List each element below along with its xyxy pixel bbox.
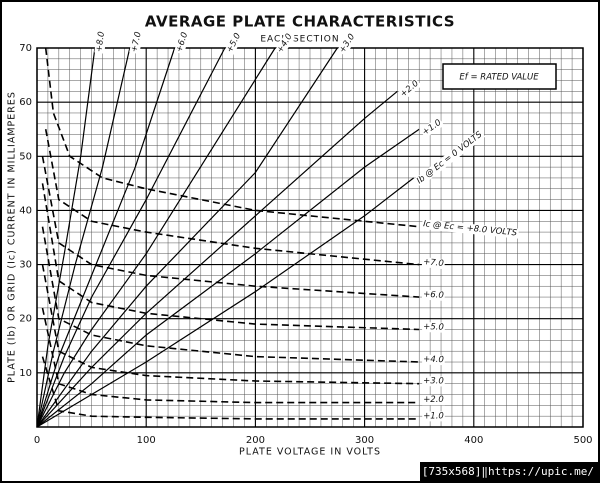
x-tick-label: 400 <box>464 435 483 446</box>
curve-label: +5.0 <box>423 322 444 333</box>
curve-label-bg <box>422 322 445 333</box>
y-tick-label: 20 <box>19 314 32 325</box>
x-tick-label: 0 <box>34 435 40 446</box>
grid-current-curve <box>44 47 420 228</box>
chart-title: AVERAGE PLATE CHARACTERISTICS <box>145 13 455 31</box>
plate-current-curve <box>36 47 176 428</box>
curve-label: +8.0 <box>94 31 107 53</box>
curve-label-bg <box>422 376 445 387</box>
watermark: [735x568]‖https://upic.me/ <box>422 465 594 478</box>
y-tick-label: 50 <box>19 151 32 162</box>
curve-label: +4.0 <box>423 355 444 366</box>
grid-current-curve <box>44 129 420 266</box>
plate-current-curve <box>36 177 415 428</box>
curves <box>36 47 420 428</box>
grid-current-curve <box>41 307 420 404</box>
y-tick-label: 30 <box>19 260 32 271</box>
curve-label-bg <box>397 78 422 101</box>
curve-label: +2.0 <box>423 395 444 405</box>
curve-label-bg <box>174 30 191 55</box>
curve-label-bg <box>274 31 296 56</box>
plate-current-curve <box>36 47 226 428</box>
y-axis-label: PLATE (Ib) OR GRID (Ic) CURRENT IN MILLI… <box>7 91 18 383</box>
y-tick-label: 60 <box>19 97 32 108</box>
y-tick-label: 10 <box>19 368 32 379</box>
plot-border <box>36 47 584 428</box>
grid-current-curve <box>41 156 420 298</box>
curve-label-bg <box>419 117 445 139</box>
grid-current-curve <box>41 183 420 331</box>
plate-current-curve <box>36 47 276 428</box>
x-tick-label: 300 <box>355 435 374 446</box>
plate-current-curve <box>36 47 338 428</box>
curve-label-bg <box>94 29 108 54</box>
x-tick-label: 100 <box>137 435 156 446</box>
annotation: Ef = RATED VALUE <box>459 73 539 83</box>
grid-current-curve <box>41 356 420 420</box>
curve-label-bg <box>224 30 244 56</box>
curve-label-bg <box>421 219 520 239</box>
curve-label: +3.0 <box>423 376 444 386</box>
curve-label: +7.0 <box>129 31 143 53</box>
y-tick-label: 70 <box>19 43 32 54</box>
curve-label-bg <box>422 411 445 422</box>
curve-label: +6.0 <box>423 290 444 301</box>
curve-label-bg <box>422 395 445 406</box>
x-tick-label: 500 <box>573 435 592 446</box>
curve-label-bg <box>129 29 145 55</box>
y-tick-label: 40 <box>19 205 32 216</box>
chart-subtitle: EACH SECTION <box>260 35 339 45</box>
x-axis-label: PLATE VOLTAGE IN VOLTS <box>239 447 381 458</box>
watermark-box <box>420 462 598 481</box>
curve-label-bg <box>422 354 445 366</box>
curve-label: +1.0 <box>423 411 444 421</box>
curve-label-bg <box>336 31 358 56</box>
curve-label: +7.0 <box>423 257 445 269</box>
plate-current-curve <box>36 47 131 428</box>
curve-label-bg <box>421 256 446 270</box>
curve-label-bg <box>414 128 486 187</box>
plate-current-curve <box>36 47 96 428</box>
grid-current-curve <box>41 226 420 363</box>
curve-label-bg <box>421 289 446 301</box>
x-tick-label: 200 <box>246 435 265 446</box>
plate-current-curve <box>36 90 398 428</box>
annotation-box <box>442 63 557 90</box>
